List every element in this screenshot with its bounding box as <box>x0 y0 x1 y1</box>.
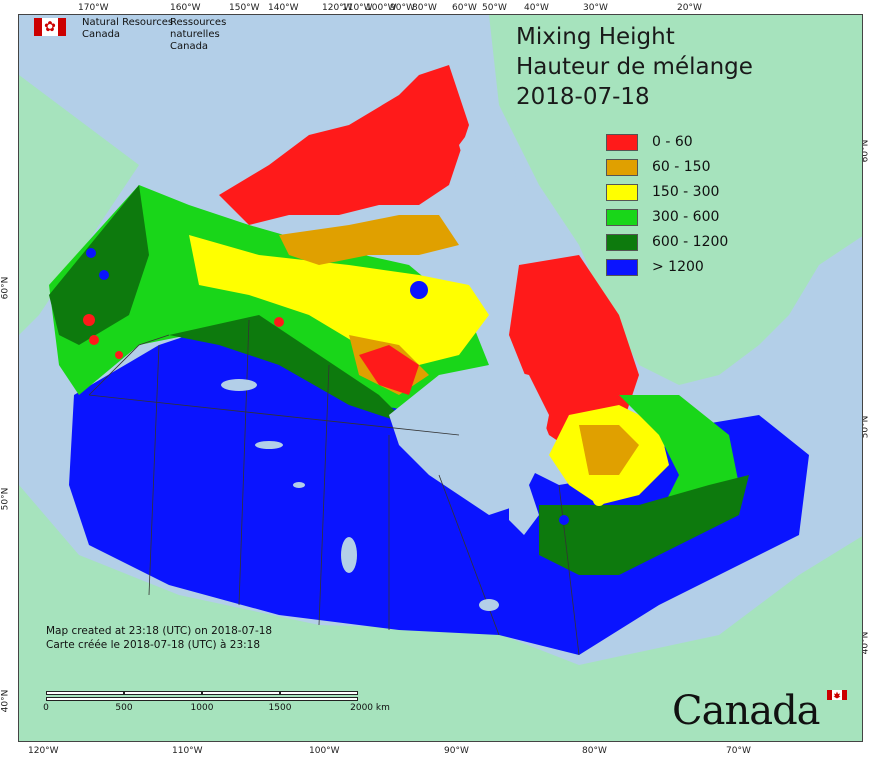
title-en: Mixing Height <box>516 24 675 50</box>
agency-name-fr-line2: Canada <box>170 41 209 52</box>
graticule-top-label: 110°W <box>342 3 373 13</box>
legend-swatch <box>606 159 638 176</box>
scale-segment <box>46 697 358 701</box>
graticule-left-label: 50°N <box>0 487 11 511</box>
wordmark-text: Canada <box>672 688 821 734</box>
legend-label: 300 - 600 <box>652 209 720 225</box>
scale-label: 1000 <box>190 703 214 713</box>
graticule-top-label: 140°W <box>268 3 299 13</box>
region-0-60 <box>219 65 469 225</box>
region-0-60-b <box>359 345 419 395</box>
region-60-150 <box>279 215 459 265</box>
canada-wordmark: Canada <box>672 688 852 734</box>
james-bay <box>509 485 539 535</box>
graticule-top-label: 20°W <box>677 3 702 13</box>
legend-item: 600 - 1200 <box>606 234 806 252</box>
creation-note-fr: Carte créée le 2018-07-18 (UTC) à 23:18 <box>46 639 261 651</box>
scale-label: 500 <box>115 703 133 713</box>
agency-signature: ✿ Natural Resources Canada Ressources na… <box>14 16 274 60</box>
alaska-land <box>19 75 139 335</box>
title-date: 2018-07-18 <box>516 84 650 110</box>
map-canvas <box>19 15 862 741</box>
graticule-bottom-label: 80°W <box>582 746 607 756</box>
legend-swatch <box>606 259 638 276</box>
flag-bar-right <box>58 18 66 36</box>
agency-name-en-line1: Natural Resources <box>82 17 174 28</box>
legend-item: 60 - 150 <box>606 159 806 177</box>
graticule-bottom-label: 120°W <box>28 746 59 756</box>
legend-item: 0 - 60 <box>606 134 806 152</box>
lakes <box>221 379 499 611</box>
graticule-left-label: 40°N <box>0 689 11 713</box>
scale-label: 1500 <box>268 703 292 713</box>
legend-swatch <box>606 234 638 251</box>
graticule-top-label: 80°W <box>412 3 437 13</box>
agency-name-en: Natural Resources Canada <box>82 17 173 41</box>
agency-name-en-line2: Canada <box>82 29 121 40</box>
graticule-top-label: 100°W <box>366 3 397 13</box>
creation-note: Map created at 23:18 (UTC) on 2018-07-18… <box>46 624 272 652</box>
graticule-top-label: 160°W <box>170 3 201 13</box>
title-fr: Hauteur de mélange <box>516 54 753 80</box>
scale-label: 0 <box>43 703 49 713</box>
agency-name-fr: Ressources naturelles Canada <box>170 17 274 53</box>
region-600-1200-quebec <box>539 475 749 575</box>
graticule-top-label: 120°W <box>322 3 353 13</box>
scale-segment <box>202 691 280 695</box>
graticule-top-label: 50°W <box>482 3 507 13</box>
hudson-bay <box>389 365 549 515</box>
scale-label: 2000 km <box>350 703 390 713</box>
legend-item: 150 - 300 <box>606 184 806 202</box>
legend-swatch <box>606 209 638 226</box>
graticule-bottom-label: 100°W <box>309 746 340 756</box>
region-150-300 <box>189 235 489 365</box>
wordmark-flag-icon <box>827 690 847 700</box>
hotspots <box>83 248 605 525</box>
usa-land <box>19 485 862 741</box>
region-600-1200 <box>49 185 149 345</box>
legend-label: 0 - 60 <box>652 134 693 150</box>
graticule-bottom-label: 90°W <box>444 746 469 756</box>
agency-name-fr-line1: Ressources naturelles <box>170 17 227 40</box>
legend-item: 300 - 600 <box>606 209 806 227</box>
legend-swatch <box>606 134 638 151</box>
scale-segment <box>124 691 202 695</box>
maple-leaf-icon: ✿ <box>42 18 58 36</box>
graticule-top-label: 40°W <box>524 3 549 13</box>
graticule-top-label: 90°W <box>390 3 415 13</box>
baffin-bay <box>459 105 519 245</box>
graticule-top-label: 60°W <box>452 3 477 13</box>
flag-bar-left <box>34 18 42 36</box>
graticule-bottom-label: 110°W <box>172 746 203 756</box>
scale-bar: 0 500 1000 1500 2000 km <box>30 691 390 721</box>
creation-note-en: Map created at 23:18 (UTC) on 2018-07-18 <box>46 625 273 637</box>
region-600-1200-b <box>169 315 409 425</box>
scale-segment <box>46 691 124 695</box>
region-60-150-quebec <box>579 425 639 475</box>
legend-label: 600 - 1200 <box>652 234 729 250</box>
province-boundaries <box>88 319 580 656</box>
graticule-bottom-label: 70°W <box>726 746 751 756</box>
graticule-top-label: 170°W <box>78 3 109 13</box>
legend-label: 150 - 300 <box>652 184 720 200</box>
legend-label: 60 - 150 <box>652 159 711 175</box>
mixing-height-map[interactable] <box>18 14 863 742</box>
legend-swatch <box>606 184 638 201</box>
map-title: Mixing Height Hauteur de mélange 2018-07… <box>516 22 753 112</box>
graticule-top-label: 30°W <box>583 3 608 13</box>
legend-label: > 1200 <box>652 259 704 275</box>
scale-segment <box>280 691 358 695</box>
graticule-top-label: 150°W <box>229 3 260 13</box>
legend-item: > 1200 <box>606 259 806 277</box>
greenland <box>489 15 862 385</box>
graticule-left-label: 60°N <box>0 276 11 300</box>
